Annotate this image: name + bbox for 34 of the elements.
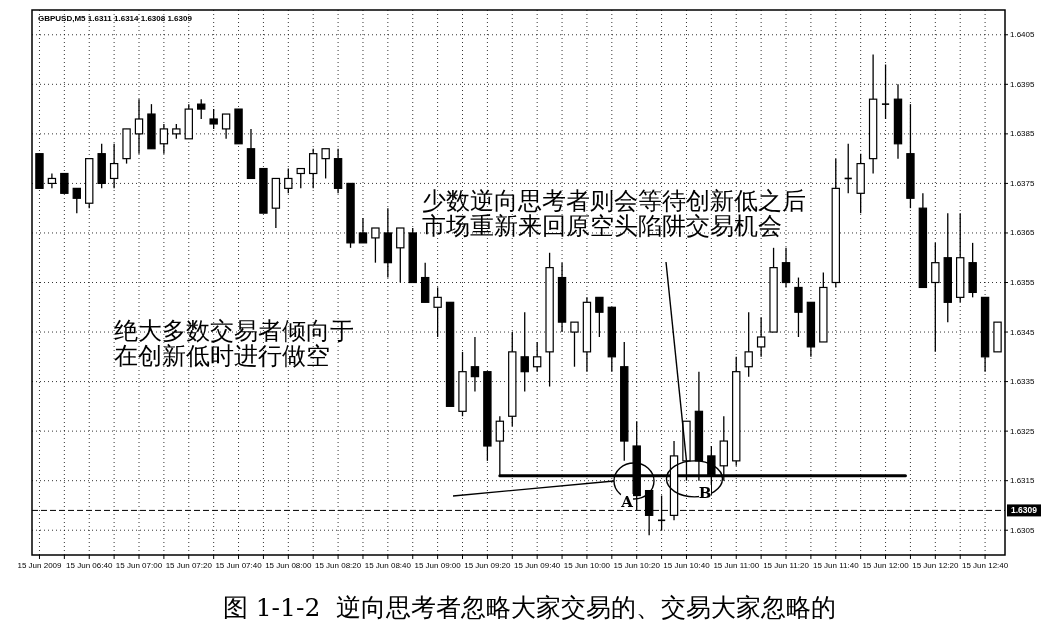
- y-tick-label: 1.6305: [1010, 525, 1036, 535]
- x-tick-label: 15 Jun 12:00: [862, 561, 910, 570]
- y-tick-label: 1.6355: [1010, 278, 1036, 287]
- x-tick-label: 15 Jun 11:00: [713, 561, 760, 570]
- y-tick-label: 1.6365: [1010, 228, 1036, 238]
- y-tick-label: 1.6325: [1010, 426, 1036, 436]
- x-tick-label: 15 Jun 08:00: [265, 561, 312, 570]
- x-tick-label: 15 Jun 06:40: [66, 561, 113, 570]
- y-tick-label: 1.6335: [1010, 377, 1036, 387]
- y-tick-label: 1.6315: [1010, 476, 1036, 486]
- x-tick-label: 15 Jun 07:00: [115, 561, 163, 570]
- caption: 图 1-1-2 逆向思考者忽略大家交易的、交易大家忽略的: [222, 593, 837, 622]
- x-tick-label: 15 Jun 11:40: [812, 561, 860, 570]
- x-tick-label: 15 Jun 09:20: [464, 561, 512, 570]
- x-tick-label: 15 Jun 07:40: [215, 561, 263, 570]
- x-tick-label: 15 Jun 12:20: [912, 561, 959, 570]
- x-tick-label: 15 Jun 10:00: [563, 561, 611, 570]
- text: GBPUSD,M5 1.6311 1.6314 1.6308 1.6309: [38, 14, 193, 23]
- ref-line-label: 1.6309: [1011, 505, 1038, 516]
- x-tick-label: 15 Jun 12:40: [961, 561, 1009, 570]
- y-tick-label: 1.6345: [1010, 327, 1036, 337]
- x-tick-label: 15 Jun 09:00: [414, 561, 462, 570]
- x-tick-label: 15 Jun 09:40: [514, 561, 561, 570]
- y-tick-label: 1.6385: [1010, 129, 1036, 139]
- y-tick-label: 1.6405: [1010, 30, 1036, 40]
- x-tick-label: 15 Jun 07:20: [165, 561, 213, 570]
- x-tick-label: 15 Jun 11:20: [763, 561, 810, 570]
- y-tick-label: 1.6375: [1010, 178, 1036, 188]
- x-tick-label: 15 Jun 2009: [17, 561, 63, 570]
- x-tick-label: 15 Jun 08:20: [314, 561, 362, 570]
- y-tick-label: 1.6395: [1010, 79, 1036, 89]
- x-tick-label: 15 Jun 10:40: [663, 561, 711, 570]
- x-tick-label: 15 Jun 08:40: [364, 561, 412, 570]
- x-tick-label: 15 Jun 10:20: [613, 561, 661, 570]
